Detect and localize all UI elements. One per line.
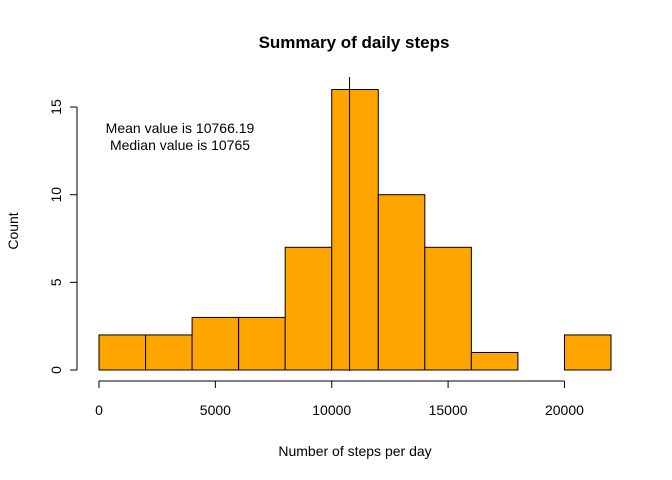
- histogram-bar-5: [331, 89, 379, 371]
- x-tick-label-1: 5000: [200, 402, 231, 418]
- x-axis-label: Number of steps per day: [278, 443, 431, 459]
- y-tick-label-2: 10: [48, 187, 64, 203]
- y-axis-label: Count: [5, 212, 21, 249]
- x-axis: 0 5000 10000 15000 20000: [95, 380, 584, 418]
- histogram-bar-10: [563, 334, 612, 371]
- x-tick-label-3: 15000: [429, 402, 468, 418]
- y-axis: 0 5 10 15: [48, 99, 78, 374]
- x-tick-label-2: 10000: [312, 402, 351, 418]
- y-tick-label-1: 5: [48, 278, 64, 286]
- x-tick-label-4: 20000: [545, 402, 584, 418]
- chart-title: Summary of daily steps: [259, 33, 450, 52]
- histogram-bar-0: [98, 334, 147, 371]
- x-tick-label-0: 0: [95, 402, 103, 418]
- y-tick-label-0: 0: [48, 366, 64, 374]
- histogram-bar-4: [284, 246, 333, 371]
- histogram-bar-6: [377, 194, 426, 371]
- histogram-bar-7: [424, 246, 472, 371]
- histogram-bar-1: [145, 334, 193, 371]
- bars-group: [98, 89, 612, 371]
- histogram-bar-3: [238, 316, 286, 371]
- y-tick-label-3: 15: [48, 99, 64, 115]
- histogram-bar-8: [470, 351, 519, 371]
- histogram-bar-2: [191, 316, 240, 371]
- median-annotation: Median value is 10765: [110, 137, 250, 153]
- mean-annotation: Mean value is 10766.19: [106, 120, 255, 136]
